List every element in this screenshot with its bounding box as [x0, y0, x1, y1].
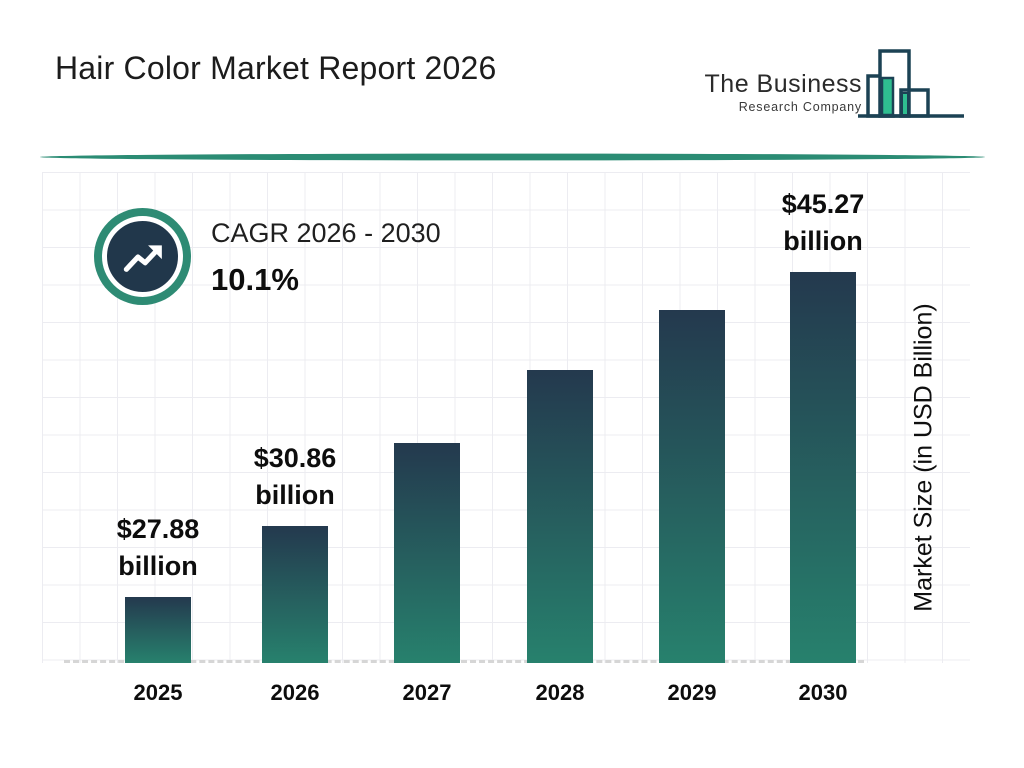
bar-2030	[790, 272, 856, 663]
cagr-badge	[94, 208, 191, 305]
cagr-badge-circle	[102, 216, 183, 297]
company-logo-text: The Business Research Company	[702, 70, 862, 114]
value-label-2026: $30.86 billion	[253, 443, 337, 510]
x-axis-label-2027: 2027	[402, 680, 452, 705]
bar-2027	[394, 443, 460, 663]
bar-2025	[125, 597, 191, 663]
divider-line	[40, 153, 985, 161]
value-label-2030: $45.27 billion	[781, 189, 865, 256]
company-logo-bars-icon	[858, 49, 964, 118]
bar-2029	[659, 310, 725, 663]
x-axis-label-2029: 2029	[667, 680, 717, 705]
x-axis-label-2025: 2025	[133, 680, 183, 705]
logo-name: The Business	[704, 70, 862, 98]
page-title: Hair Color Market Report 2026	[55, 50, 497, 86]
x-axis-label-2028: 2028	[535, 680, 585, 705]
x-axis-label-2030: 2030	[798, 680, 848, 705]
y-axis-label: Market Size (in USD Billion)	[909, 303, 938, 612]
cagr-value: 10.1%	[211, 262, 299, 297]
x-axis-baseline	[64, 660, 864, 663]
cagr-label: CAGR 2026 - 2030	[211, 218, 441, 248]
value-label-2025: $27.88 billion	[116, 514, 200, 581]
trending-up-icon	[123, 244, 162, 272]
x-axis-label-2026: 2026	[270, 680, 320, 705]
logo-subtitle: Research Company	[738, 100, 862, 114]
bar-2026	[262, 526, 328, 663]
bar-2028	[527, 370, 593, 663]
